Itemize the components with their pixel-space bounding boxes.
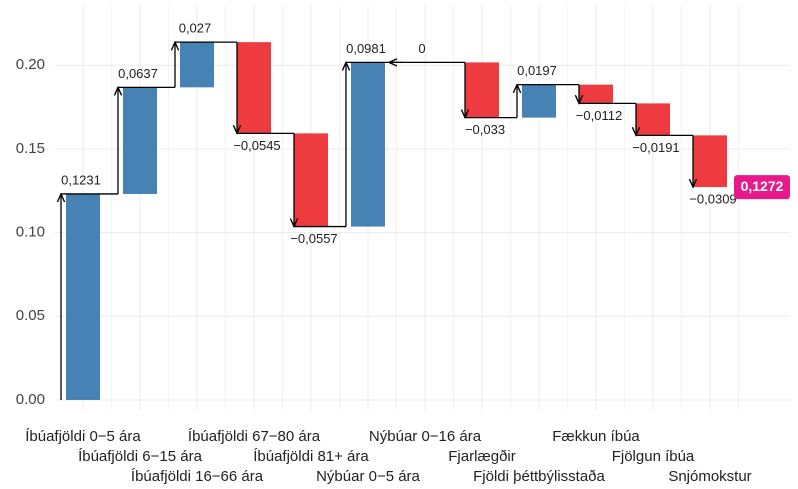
grid <box>55 5 790 410</box>
x-tick-label: Íbúafjöldi 16−66 ára <box>131 468 264 485</box>
x-tick-label: Íbúafjöldi 6−15 ára <box>78 448 203 465</box>
value-label: −0,0557 <box>290 231 337 246</box>
x-tick-label: Íbúafjöldi 81+ ára <box>253 448 369 465</box>
total-label: 0,1272 <box>741 178 784 194</box>
bar <box>180 42 214 88</box>
x-tick-label: Nýbúar 0−5 ára <box>316 468 420 485</box>
x-tick-label: Fækkun íbúa <box>552 428 640 445</box>
bar <box>123 87 157 194</box>
y-tick-label: 0.20 <box>16 56 45 73</box>
x-tick-label: Íbúafjöldi 0−5 ára <box>25 428 141 445</box>
value-label: 0 <box>418 41 425 56</box>
bar <box>579 84 613 104</box>
bar <box>237 42 271 134</box>
bar <box>693 135 727 188</box>
x-tick-label: Fjölgun íbúa <box>612 448 695 465</box>
bar <box>351 62 385 227</box>
bar <box>522 84 556 118</box>
bar <box>636 103 670 136</box>
x-tick-label: Fjarlægðir <box>448 448 516 465</box>
value-label: −0,0309 <box>689 192 736 207</box>
value-label: −0,0545 <box>233 138 280 153</box>
value-label: 0,1231 <box>61 172 101 187</box>
value-label: −0,0112 <box>576 108 622 123</box>
y-tick-label: 0.00 <box>16 391 45 408</box>
x-tick-label: Snjómokstur <box>668 468 751 485</box>
value-label: −0,033 <box>465 122 505 137</box>
y-tick-label: 0.10 <box>16 224 45 241</box>
value-label: 0,0197 <box>517 63 557 78</box>
x-tick-label: Fjöldi þéttbýlisstaða <box>473 468 605 485</box>
x-tick-label: Nýbúar 0−16 ára <box>369 428 482 445</box>
bar <box>465 62 499 118</box>
bar <box>66 193 100 400</box>
x-tick-label: Íbúafjöldi 67−80 ára <box>188 428 321 445</box>
value-label: 0,0981 <box>346 41 386 56</box>
value-label: 0,027 <box>179 21 212 36</box>
total-box <box>734 175 790 200</box>
y-tick-label: 0.05 <box>16 307 45 324</box>
y-tick-label: 0.15 <box>16 140 45 157</box>
value-label: −0,0191 <box>632 140 679 155</box>
value-label: 0,0637 <box>118 66 158 81</box>
bar <box>294 133 328 227</box>
